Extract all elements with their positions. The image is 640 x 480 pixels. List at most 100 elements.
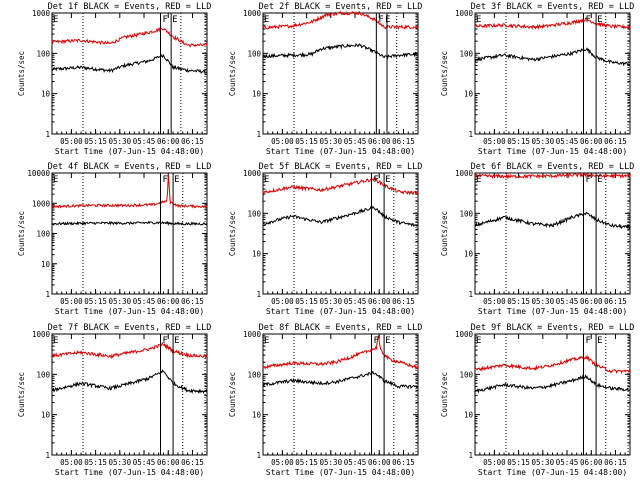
y-tick-label: 1: [45, 451, 50, 460]
flag-label-start: E: [476, 336, 481, 346]
x-tick-label: 05:30: [320, 458, 343, 467]
flag-label-F: F: [162, 15, 167, 25]
series-line-events: [474, 374, 631, 394]
plot-frame: [262, 333, 419, 456]
flag-label-start: E: [53, 15, 58, 25]
x-tick-label: 06:00: [157, 297, 180, 306]
x-tick-label: 05:15: [295, 458, 318, 467]
y-tick-label: 10: [252, 90, 262, 99]
y-tick-label: 1000: [32, 199, 51, 208]
chart-title: Det 1f BLACK = Events, RED = LLD: [48, 2, 212, 12]
chart-title: Det 9f BLACK = Events, RED = LLD: [471, 323, 635, 333]
y-tick-label: 1: [468, 451, 473, 460]
series-line-lld: [474, 17, 631, 30]
chart-panel-2: Det 2f BLACK = Events, RED = LLD 1 10 100 10…: [228, 2, 422, 156]
x-tick-label: 05:30: [532, 297, 555, 306]
y-tick-label: 1000: [243, 330, 262, 339]
x-tick-label: 05:45: [133, 297, 156, 306]
x-tick-label: 05:45: [344, 458, 367, 467]
series-line-lld: [474, 172, 631, 180]
chart-panel-8: Det 8f BLACK = Events, RED = LLD 1 10 100 10…: [228, 323, 422, 477]
y-axis-label: Counts/sec: [17, 372, 26, 417]
x-tick-label: 06:15: [181, 458, 204, 467]
flag-label-E: E: [172, 15, 177, 25]
x-axis-label: Start Time (07-Jun-15 04:48:00): [478, 307, 627, 316]
flag-label-E: E: [174, 336, 179, 346]
series-line-events: [474, 47, 631, 67]
y-tick-label: 10: [464, 90, 474, 99]
series-line-lld: [474, 354, 631, 375]
x-tick-label: 05:30: [109, 297, 132, 306]
y-tick-label: 1000: [243, 169, 262, 178]
y-tick-label: 100: [36, 49, 50, 58]
flag-label-start: E: [264, 175, 269, 185]
x-axis-label: Start Time (07-Jun-15 04:48:00): [266, 307, 415, 316]
x-tick-label: 05:15: [507, 458, 530, 467]
y-tick-label: 1000: [455, 169, 474, 178]
x-axis-label: Start Time (07-Jun-15 04:48:00): [55, 147, 204, 156]
x-tick-label: 05:00: [483, 137, 506, 146]
plot-frame: [262, 12, 419, 135]
y-tick-label: 10: [252, 411, 262, 420]
x-tick-label: 06:00: [157, 137, 180, 146]
x-tick-label: 05:15: [84, 297, 107, 306]
y-tick-label: 1000: [32, 330, 51, 339]
plot-frame: [474, 12, 631, 135]
x-axis-label: Start Time (07-Jun-15 04:48:00): [266, 468, 415, 477]
flag-label-start: E: [476, 15, 481, 25]
chart-panel-9: Det 9f BLACK = Events, RED = LLD 1 10 100 10…: [440, 323, 634, 477]
y-tick-label: 1000: [243, 9, 262, 18]
x-tick-label: 05:15: [295, 297, 318, 306]
x-tick-label: 05:15: [507, 297, 530, 306]
y-tick-label: 10000: [27, 169, 50, 178]
x-tick-label: 06:00: [580, 137, 603, 146]
x-tick-label: 06:15: [181, 137, 204, 146]
series-line-lld: [51, 342, 208, 360]
x-tick-label: 05:30: [109, 458, 132, 467]
x-tick-label: 06:00: [368, 458, 391, 467]
y-axis-label: Counts/sec: [440, 372, 449, 417]
x-axis-label: Start Time (07-Jun-15 04:48:00): [266, 147, 415, 156]
x-tick-label: 05:30: [532, 458, 555, 467]
y-tick-label: 100: [247, 370, 261, 379]
flag-label-F: F: [162, 175, 167, 185]
flag-label-E: E: [385, 15, 390, 25]
y-axis-label: Counts/sec: [17, 51, 26, 96]
flag-label-start: E: [53, 336, 58, 346]
flag-label-start: E: [264, 336, 269, 346]
y-axis-label: Counts/sec: [228, 372, 237, 417]
plot-frame: [51, 12, 208, 135]
flag-label-start: E: [53, 175, 58, 185]
flag-label-F: F: [162, 336, 167, 346]
x-tick-label: 05:30: [532, 137, 555, 146]
flag-label-start: E: [476, 175, 481, 185]
chart-title: Det 5f BLACK = Events, RED = LLD: [259, 162, 423, 172]
y-tick-label: 1: [256, 290, 261, 299]
x-axis-label: Start Time (07-Jun-15 04:48:00): [55, 307, 204, 316]
x-axis-label: Start Time (07-Jun-15 04:48:00): [478, 147, 627, 156]
x-tick-label: 05:45: [133, 458, 156, 467]
x-tick-label: 06:00: [368, 137, 391, 146]
y-tick-label: 10: [41, 260, 51, 269]
y-tick-label: 100: [247, 209, 261, 218]
x-tick-label: 05:45: [344, 297, 367, 306]
flag-label-E: E: [597, 15, 602, 25]
flag-label-E: E: [385, 336, 390, 346]
x-tick-label: 06:15: [604, 458, 627, 467]
flag-label-F: F: [585, 336, 590, 346]
x-tick-label: 06:15: [604, 137, 627, 146]
x-tick-label: 05:00: [60, 137, 83, 146]
x-tick-label: 05:15: [84, 458, 107, 467]
y-tick-label: 1: [256, 130, 261, 139]
chart-panel-7: Det 7f BLACK = Events, RED = LLD 1 10 100 10…: [17, 323, 211, 477]
chart-panel-3: Det 3f BLACK = Events, RED = LLD 1 10 100 10…: [440, 2, 634, 156]
x-tick-label: 05:15: [84, 137, 107, 146]
flag-label-E: E: [597, 175, 602, 185]
series-line-events: [262, 370, 419, 390]
series-line-lld: [51, 26, 208, 48]
y-tick-label: 100: [36, 370, 50, 379]
x-tick-label: 05:00: [271, 297, 294, 306]
series-line-events: [51, 220, 208, 226]
x-tick-label: 05:30: [109, 137, 132, 146]
